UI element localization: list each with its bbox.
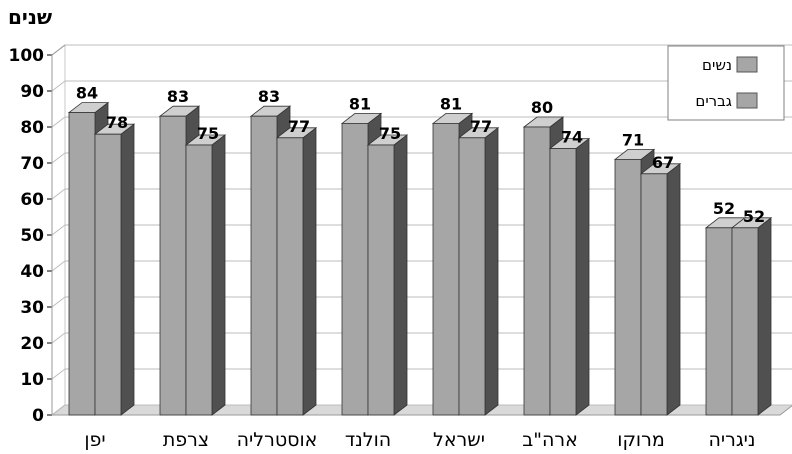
- data-label-men: 67: [652, 153, 674, 172]
- legend-box: [667, 45, 785, 121]
- y-tick-label: 40: [20, 262, 44, 282]
- bar-men-2: [275, 126, 318, 416]
- category-label: ישראל: [433, 429, 485, 451]
- bar-men-3: [366, 134, 409, 416]
- data-label-women: 81: [349, 94, 371, 113]
- y-axis-unit-label: שנים: [8, 5, 52, 29]
- data-label-men: 78: [106, 113, 128, 132]
- bar-men-5: [548, 137, 591, 416]
- data-label-women: 80: [531, 98, 553, 117]
- data-label-women: 83: [258, 87, 280, 106]
- category-labels: יפן צרפת אוסטרליה הולנד ישראל ארה"ב מרוקו ניגרי…: [84, 429, 755, 451]
- legend-label-men: גברים: [695, 92, 732, 110]
- y-tick-label: 90: [20, 82, 44, 102]
- bar-men-4: [457, 126, 500, 416]
- y-tick-label: 20: [20, 334, 44, 354]
- category-label: יפן: [84, 429, 105, 451]
- data-label-men: 52: [743, 207, 765, 226]
- y-tick-label: 80: [20, 118, 44, 138]
- data-labels: 84 78 83 75 83 77 81 75 81 77 80 74 71 67 52 52: [76, 84, 765, 226]
- y-tick-label: 100: [9, 46, 45, 66]
- bar-men-1: [184, 134, 227, 416]
- legend-swatch-women: [736, 56, 758, 73]
- data-label-women: 81: [440, 94, 462, 113]
- category-label: צרפת: [163, 429, 209, 451]
- y-tick-label: 70: [20, 154, 44, 174]
- category-label: הולנד: [345, 429, 391, 451]
- data-label-men: 75: [379, 124, 401, 143]
- y-tick-label: 0: [32, 406, 44, 426]
- y-tick-label: 60: [20, 190, 44, 210]
- category-label: ניגריה: [708, 429, 755, 451]
- category-label: אוסטרליה: [237, 429, 318, 451]
- legend-swatch-men: [736, 92, 758, 109]
- legend: נשים גברים: [667, 45, 785, 121]
- y-tick-label: 30: [20, 298, 44, 318]
- data-label-men: 75: [197, 124, 219, 143]
- y-axis: 0 10 20 30 40 50 60 70 80 90 100: [9, 44, 66, 426]
- y-axis-top-edge: [51, 44, 66, 56]
- data-label-men: 77: [288, 117, 310, 136]
- data-label-women: 83: [167, 87, 189, 106]
- y-tick-label: 50: [20, 226, 44, 246]
- bar-men-6: [639, 162, 682, 416]
- category-label: מרוקו: [617, 429, 664, 451]
- bars: [67, 101, 773, 416]
- data-label-women: 84: [76, 84, 98, 103]
- data-label-men: 77: [470, 117, 492, 136]
- bar-men-0: [93, 123, 136, 416]
- legend-label-women: נשים: [702, 56, 732, 74]
- data-label-women: 71: [622, 130, 644, 149]
- bar-men-7: [730, 216, 773, 416]
- category-label: ארה"ב: [522, 429, 578, 451]
- y-tick-label: 10: [20, 370, 44, 390]
- data-label-women: 52: [713, 199, 735, 218]
- data-label-men: 74: [561, 128, 583, 147]
- gridline: [51, 80, 792, 92]
